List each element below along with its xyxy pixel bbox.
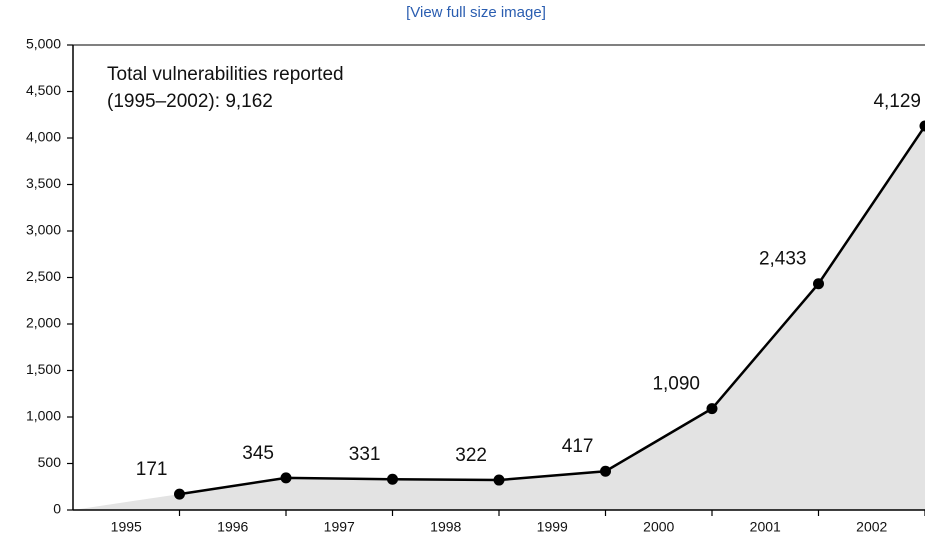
x-tick-label: 1999 <box>537 519 568 535</box>
point <box>706 403 718 415</box>
x-tick-label: 2000 <box>643 519 674 535</box>
area <box>73 126 925 511</box>
y-tick-label: 1,500 <box>26 361 61 377</box>
y-tick-label: 5,000 <box>26 36 61 52</box>
point <box>813 278 824 290</box>
point <box>174 488 185 500</box>
point <box>600 465 611 477</box>
y-tick-label: 4,500 <box>26 82 61 98</box>
x-tick-label: 1997 <box>324 519 355 535</box>
point <box>919 120 925 132</box>
point <box>387 473 398 485</box>
x-tick-label: 2001 <box>750 519 781 535</box>
y-tick-label: 4,000 <box>26 129 61 145</box>
data-label: 322 <box>455 445 487 466</box>
x-tick-label: 1996 <box>217 519 248 535</box>
point <box>280 472 292 484</box>
data-label: 4,129 <box>873 91 921 112</box>
y-tick-label: 2,000 <box>26 315 61 331</box>
y-tick-label: 2,500 <box>26 268 61 284</box>
data-label: 345 <box>242 443 274 464</box>
data-label: 171 <box>136 459 168 480</box>
point <box>493 474 505 486</box>
y-tick-label: 500 <box>38 454 62 470</box>
view-full-size-link[interactable]: [View full size image] <box>406 4 546 21</box>
data-label: 2,433 <box>759 249 807 270</box>
data-label: 1,090 <box>652 374 700 395</box>
x-tick-label: 2002 <box>856 519 887 535</box>
x-tick-label: 1998 <box>430 519 461 535</box>
annotation: Total vulnerabilities reported <box>107 64 344 85</box>
y-tick-label: 3,000 <box>26 222 61 238</box>
data-label: 417 <box>562 436 594 457</box>
y-tick-label: 0 <box>53 501 61 517</box>
y-tick-label: 1,000 <box>26 408 61 424</box>
y-tick-label: 3,500 <box>26 175 61 191</box>
data-label: 331 <box>349 444 381 465</box>
annotation: (1995–2002): 9,162 <box>107 91 273 112</box>
line <box>179 125 925 496</box>
x-tick-label: 1995 <box>111 519 142 535</box>
